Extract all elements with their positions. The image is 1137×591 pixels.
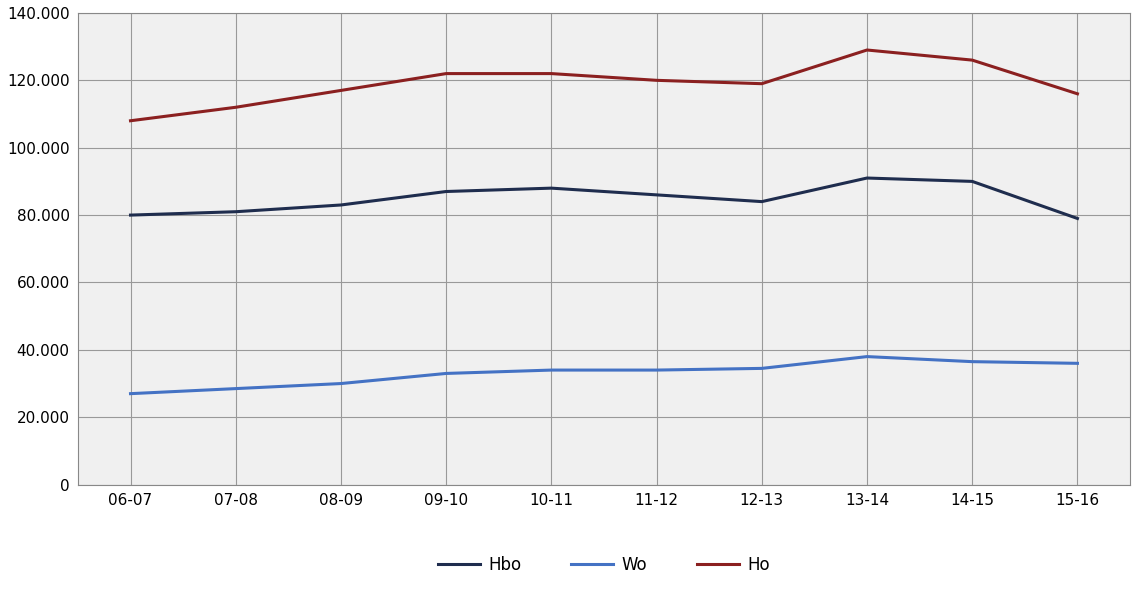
Legend: Hbo, Wo, Ho: Hbo, Wo, Ho (432, 550, 777, 581)
